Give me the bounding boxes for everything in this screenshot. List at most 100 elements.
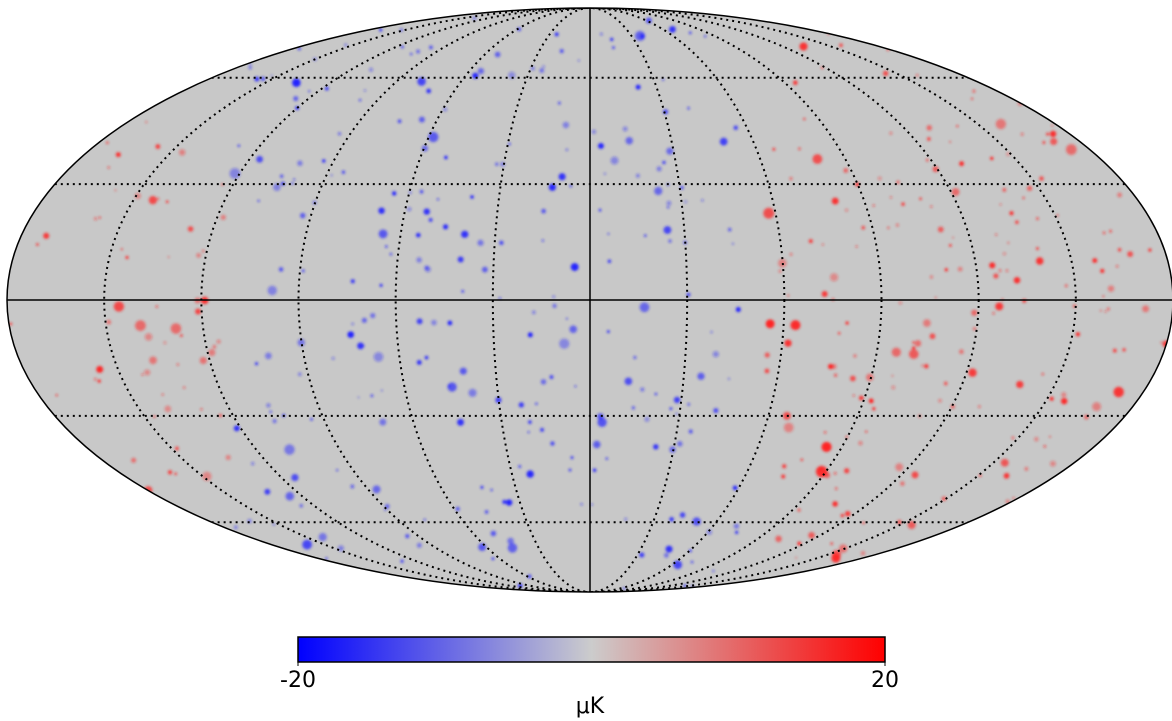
source xyxy=(727,227,732,232)
source xyxy=(293,178,296,181)
source xyxy=(924,364,929,369)
source xyxy=(872,204,875,207)
source xyxy=(233,425,240,432)
source xyxy=(1142,305,1150,313)
source xyxy=(1012,497,1015,500)
source xyxy=(237,144,240,147)
source xyxy=(950,404,955,409)
source xyxy=(860,551,866,556)
source xyxy=(927,137,931,141)
source xyxy=(535,402,538,405)
source xyxy=(161,393,164,396)
source xyxy=(419,189,424,194)
source xyxy=(272,523,275,526)
source xyxy=(957,266,963,272)
source xyxy=(1039,176,1044,181)
source xyxy=(797,508,801,512)
source xyxy=(495,396,502,404)
source xyxy=(552,303,557,308)
source xyxy=(373,352,384,362)
source xyxy=(941,496,947,501)
source xyxy=(384,508,387,511)
source xyxy=(968,368,977,377)
source xyxy=(943,381,948,386)
source xyxy=(731,242,735,245)
source xyxy=(392,191,397,196)
source xyxy=(1048,435,1051,438)
source xyxy=(468,388,477,397)
source xyxy=(183,386,186,389)
source xyxy=(1024,466,1029,471)
source xyxy=(666,147,674,155)
source xyxy=(610,37,614,42)
source xyxy=(300,212,306,219)
source xyxy=(461,289,465,293)
source xyxy=(764,368,770,374)
source xyxy=(1051,124,1054,127)
source xyxy=(690,560,694,564)
source xyxy=(993,273,999,279)
source xyxy=(654,186,663,196)
source xyxy=(518,402,524,408)
source xyxy=(568,468,572,472)
source xyxy=(423,518,426,521)
source xyxy=(919,197,922,201)
source xyxy=(821,243,824,246)
source xyxy=(861,225,866,230)
source xyxy=(889,196,893,199)
source xyxy=(423,208,430,215)
source xyxy=(418,116,425,123)
source xyxy=(914,340,922,347)
source xyxy=(498,297,502,300)
source xyxy=(812,154,823,164)
source xyxy=(234,525,238,530)
source xyxy=(994,233,998,236)
source xyxy=(732,485,738,491)
source xyxy=(808,239,813,244)
source xyxy=(688,31,692,35)
source xyxy=(898,301,903,305)
source xyxy=(424,355,429,360)
source xyxy=(216,339,221,344)
source xyxy=(799,42,808,51)
source xyxy=(625,137,633,145)
source xyxy=(416,49,420,54)
source xyxy=(322,159,326,163)
source xyxy=(607,259,612,264)
source xyxy=(990,156,994,161)
source xyxy=(532,310,536,315)
source xyxy=(901,202,905,206)
source xyxy=(457,256,464,263)
source xyxy=(735,530,739,534)
source xyxy=(106,319,112,325)
source xyxy=(225,454,231,461)
source xyxy=(370,313,376,319)
source xyxy=(937,226,944,233)
colorbar-tick-label: 20 xyxy=(871,668,899,693)
source xyxy=(912,341,915,344)
source xyxy=(631,406,635,410)
source xyxy=(299,504,303,508)
source xyxy=(1006,152,1010,156)
source xyxy=(921,364,925,368)
source xyxy=(431,319,437,326)
source xyxy=(1104,310,1107,313)
source xyxy=(798,147,801,151)
source xyxy=(895,223,899,227)
colorbar-unit: μK xyxy=(576,694,605,719)
source xyxy=(665,545,673,553)
source xyxy=(324,86,329,91)
source xyxy=(833,373,838,377)
colorbar: -20 20 μK xyxy=(280,636,899,719)
source xyxy=(558,173,566,181)
source xyxy=(577,59,580,62)
source xyxy=(1075,332,1081,337)
source xyxy=(1035,257,1044,265)
source xyxy=(669,407,673,410)
source xyxy=(992,312,995,315)
source xyxy=(341,170,346,174)
source xyxy=(821,291,828,297)
source xyxy=(640,387,645,392)
source xyxy=(1109,229,1112,233)
source xyxy=(457,418,464,426)
